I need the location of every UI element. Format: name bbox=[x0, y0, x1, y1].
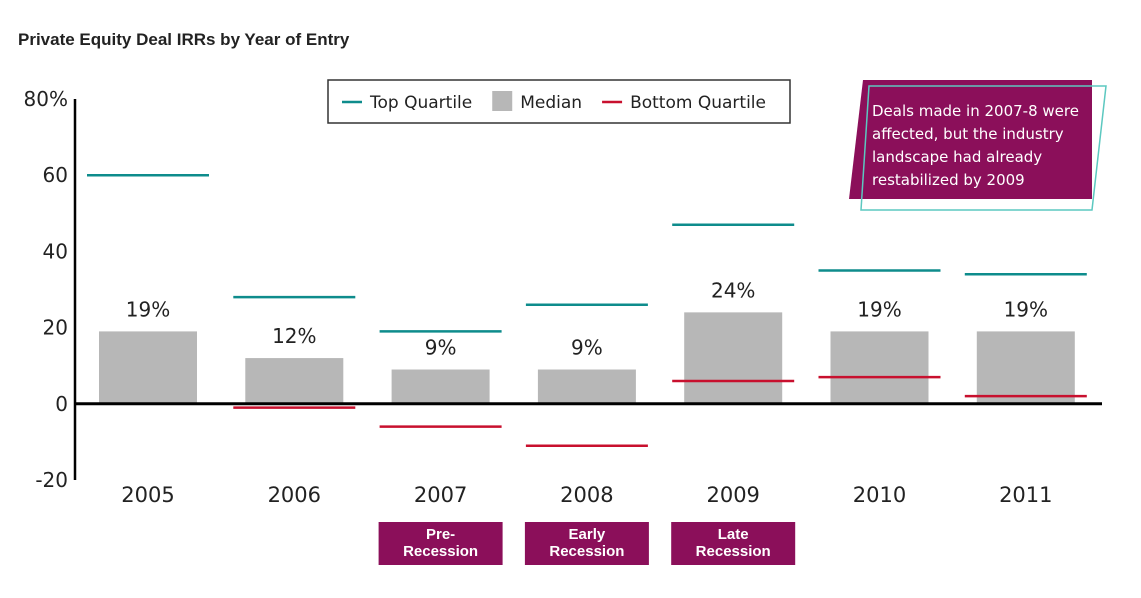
period-tag-text: Recession bbox=[403, 543, 478, 560]
legend-label-median: Median bbox=[520, 93, 582, 113]
y-tick-label: 60 bbox=[43, 163, 68, 187]
median-bar-2006 bbox=[245, 358, 344, 404]
data-label-2010: 19% bbox=[857, 297, 901, 321]
period-tag-text: Early bbox=[569, 526, 606, 543]
axes bbox=[73, 99, 1102, 480]
y-tick-label: -20 bbox=[35, 468, 68, 492]
legend-label-bottom-quartile: Bottom Quartile bbox=[630, 93, 766, 113]
legend-label-top-quartile: Top Quartile bbox=[369, 93, 472, 113]
category-labels: 2005 2006 2007 2008 2009 2010 2011 bbox=[121, 483, 1052, 507]
y-tick-label: 0 bbox=[55, 392, 68, 416]
period-tag-text: Pre- bbox=[426, 526, 455, 543]
y-tick-label: 80% bbox=[24, 87, 68, 111]
x-category-label: 2005 bbox=[121, 483, 174, 507]
y-tick-label: 20 bbox=[43, 316, 68, 340]
median-bar-2010 bbox=[830, 331, 929, 404]
annotation-text-line: affected, but the industry bbox=[872, 125, 1064, 143]
legend-box bbox=[327, 79, 791, 124]
x-category-label: 2008 bbox=[560, 483, 613, 507]
data-label-2011: 19% bbox=[1004, 297, 1048, 321]
x-category-label: 2010 bbox=[853, 483, 906, 507]
median-bars bbox=[99, 312, 1075, 404]
period-tag-early-recession bbox=[524, 522, 649, 565]
annotation-text-line: Deals made in 2007-8 were bbox=[872, 102, 1079, 120]
period-tag-text: Recession bbox=[696, 543, 771, 560]
period-tag-text: Late bbox=[718, 526, 749, 543]
period-tag-text: Recession bbox=[549, 543, 624, 560]
x-category-label: 2009 bbox=[706, 483, 759, 507]
x-category-label: 2007 bbox=[414, 483, 467, 507]
x-category-label: 2011 bbox=[999, 483, 1052, 507]
y-tick-label: 40 bbox=[43, 239, 68, 263]
annotation-background bbox=[849, 80, 1092, 199]
chart-title: Private Equity Deal IRRs by Year of Entr… bbox=[18, 30, 350, 49]
data-label-2007: 9% bbox=[425, 336, 457, 360]
legend-swatch-median bbox=[492, 91, 513, 111]
data-labels: 19% 12% 9% 9% 24% 19% 19% bbox=[126, 278, 1048, 359]
median-bar-2009 bbox=[684, 312, 783, 404]
median-bar-2011 bbox=[976, 331, 1075, 404]
legend: Top Quartile Median Bottom Quartile bbox=[327, 79, 791, 124]
data-label-2008: 9% bbox=[571, 336, 603, 360]
period-tag-pre--recession bbox=[378, 522, 503, 565]
annotation-outline bbox=[860, 85, 1107, 211]
period-tag-late-recession bbox=[671, 522, 796, 565]
median-bar-2005 bbox=[99, 331, 197, 404]
y-axis-ticks: 80% 60 40 20 0 -20 bbox=[24, 87, 68, 492]
x-category-label: 2006 bbox=[268, 483, 321, 507]
data-label-2009: 24% bbox=[711, 278, 755, 302]
median-bar-2007 bbox=[391, 369, 490, 404]
data-label-2005: 19% bbox=[126, 297, 170, 321]
annotation-text-line: restabilized by 2009 bbox=[872, 171, 1025, 189]
annotation-callout: Deals made in 2007-8 were affected, but t… bbox=[849, 80, 1107, 211]
annotation-text-line: landscape had already bbox=[872, 148, 1042, 166]
data-label-2006: 12% bbox=[272, 324, 316, 348]
median-bar-2008 bbox=[537, 369, 636, 404]
